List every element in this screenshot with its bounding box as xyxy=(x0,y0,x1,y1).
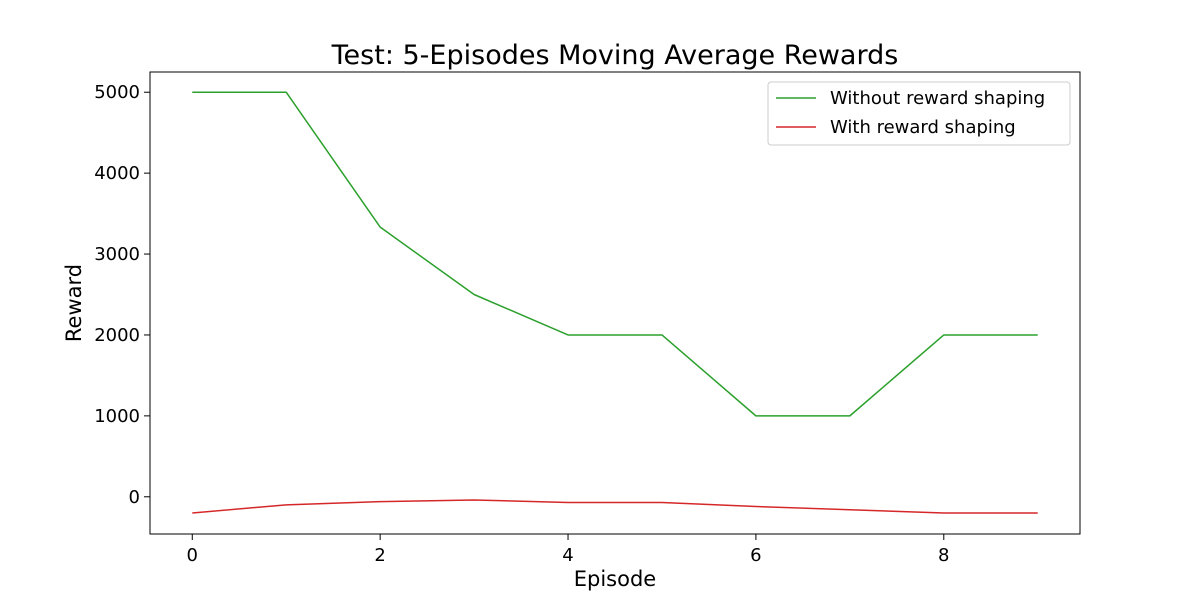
y-tick-label: 3000 xyxy=(94,244,140,265)
legend-label-0: Without reward shaping xyxy=(830,88,1045,109)
y-tick-label: 0 xyxy=(129,487,140,508)
axes-frame xyxy=(149,71,1081,535)
legend-box xyxy=(767,81,1071,146)
plot-area: 0 2 4 6 8 0 1000 2000 3000 4000 5000 xyxy=(94,71,1081,566)
x-tick-label: 6 xyxy=(750,545,761,566)
y-tick-label: 4000 xyxy=(94,163,140,184)
y-tick-label: 1000 xyxy=(94,406,140,427)
y-axis-label: Reward xyxy=(62,264,86,342)
x-axis-label: Episode xyxy=(574,567,656,591)
x-tick-label: 4 xyxy=(562,545,573,566)
y-tick-label: 5000 xyxy=(94,82,140,103)
legend-label-1: With reward shaping xyxy=(830,117,1016,138)
x-tick-label: 2 xyxy=(374,545,385,566)
series-line-0 xyxy=(192,91,1038,417)
chart-title: Test: 5-Episodes Moving Average Rewards xyxy=(331,40,899,71)
legend: Without reward shaping With reward shapin… xyxy=(767,81,1071,146)
x-tick-label: 0 xyxy=(187,545,198,566)
y-tick-label: 2000 xyxy=(94,325,140,346)
series-line-1 xyxy=(192,499,1038,514)
x-tick-label: 8 xyxy=(938,545,949,566)
